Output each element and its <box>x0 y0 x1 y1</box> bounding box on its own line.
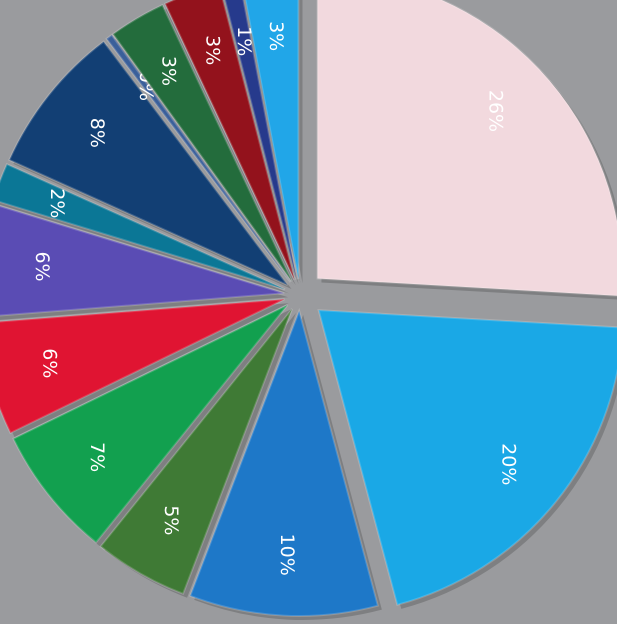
pie-slice-label: 26% <box>484 90 506 132</box>
pie-slice <box>0 205 285 317</box>
pie-slice <box>0 162 286 291</box>
pie-slice-label: 20% <box>497 443 519 485</box>
pie-slice <box>8 40 289 286</box>
pie-slice-label: 5% <box>160 505 182 535</box>
pie-slice <box>105 33 292 283</box>
pie-slice-label: 6% <box>39 348 61 378</box>
pie-slice <box>316 0 617 297</box>
pie-slice-label: 10% <box>276 534 298 576</box>
pie-slice <box>111 3 293 282</box>
pie-slice-label: 3% <box>265 21 287 51</box>
pie-slice <box>99 308 293 596</box>
pie-slice-label: 8% <box>86 118 108 148</box>
pie-slice-label: 2% <box>46 188 68 218</box>
pie-slice-label: 6% <box>31 251 53 281</box>
pie-slice <box>163 0 296 281</box>
pie-slice <box>12 304 289 544</box>
pie-slice <box>244 0 300 280</box>
pie-slice <box>188 307 380 617</box>
pie-slice-label: 3% <box>158 56 180 86</box>
pie-slice-label: 7% <box>86 442 108 472</box>
pie-slice <box>317 309 617 607</box>
pie-slice <box>0 298 286 435</box>
pie-slice-label: 3% <box>202 35 224 65</box>
pie-slice-label: 1% <box>233 26 255 56</box>
